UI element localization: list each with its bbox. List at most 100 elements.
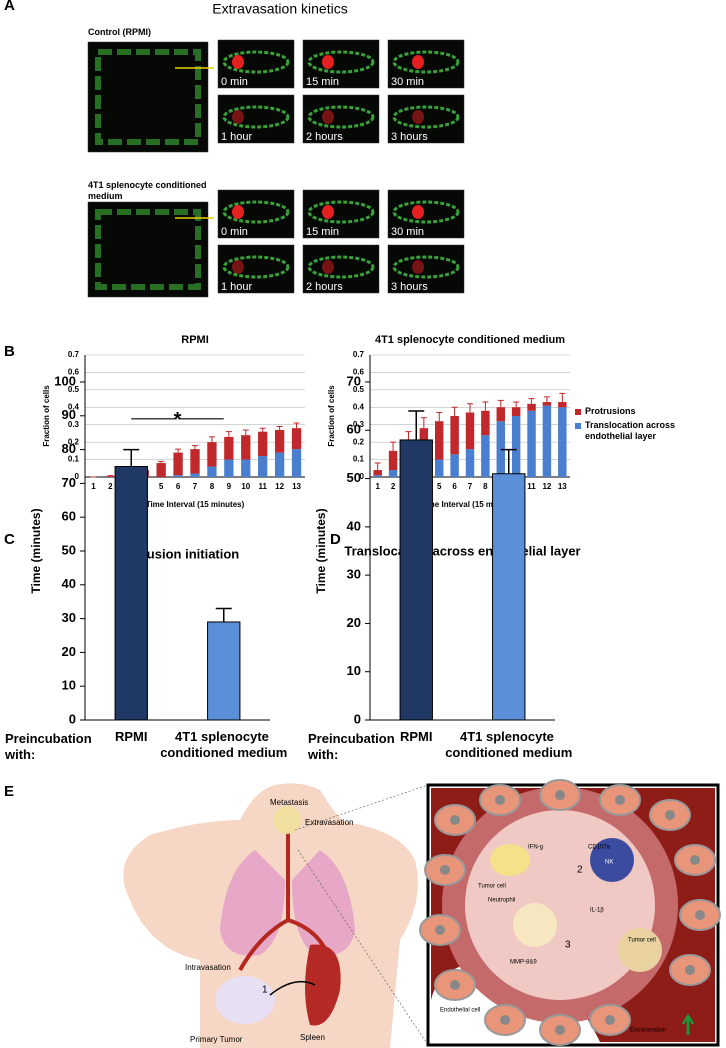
cell-nucleus: [615, 795, 625, 805]
y-tick-label: 0.4: [353, 402, 365, 411]
y-tick-label: 0.5: [353, 385, 365, 394]
bar-segment: [241, 435, 251, 460]
error-bar: [215, 607, 232, 622]
y-tick-label: 70: [62, 475, 76, 490]
bar-segment: [207, 466, 217, 477]
cell-layer: [307, 255, 375, 279]
bar-segment: [465, 412, 475, 450]
x-tick-label: 1: [375, 482, 380, 491]
frame-label: 1 hour: [221, 281, 253, 293]
legend-label: Protrusions: [585, 406, 636, 416]
time-frame: [302, 244, 380, 294]
bar-segment: [388, 470, 398, 477]
cell-nucleus: [450, 980, 460, 990]
time-frame: [217, 189, 295, 239]
cell-nucleus: [555, 1025, 565, 1035]
tumor-cell: [412, 55, 424, 69]
error-bar: [374, 462, 381, 471]
illustration-label: IL-1β: [590, 908, 604, 914]
bar-segment: [373, 470, 382, 476]
frame-label: 30 min: [391, 226, 424, 238]
time-frame: [302, 189, 380, 239]
tumor-cell: [322, 110, 334, 124]
error-bar: [500, 448, 517, 474]
frame-label: 0 min: [221, 226, 248, 238]
x-tick-label: 8: [483, 482, 488, 491]
bar-segment: [527, 403, 536, 411]
error-bar: [497, 399, 504, 408]
frame-label: 15 min: [306, 226, 339, 238]
bar-segment: [450, 416, 459, 455]
bar-segment: [291, 449, 302, 477]
y-tick-label: 0.7: [353, 350, 365, 359]
bar-segment: [481, 435, 490, 477]
legend-swatch: [575, 409, 581, 415]
bar-segment: [435, 459, 444, 477]
illustration-label: Tumor cell: [478, 884, 506, 890]
x-tick-label: 4T1 splenocyte conditioned medium: [445, 729, 572, 760]
bar-segment: [435, 421, 444, 460]
vessel-illustration: [426, 783, 720, 1047]
panel-label: C: [4, 531, 15, 548]
y-axis-label: Fraction of cells: [327, 385, 336, 447]
y-tick-label: 20: [62, 644, 76, 659]
time-frame: [302, 39, 380, 89]
x-tick-label: 5: [159, 482, 164, 491]
x-tick-label: RPMI: [400, 729, 433, 744]
chart-title: RPMI: [181, 334, 209, 346]
illustration-label: Spleen: [300, 1033, 325, 1042]
bar-segment: [465, 449, 475, 477]
bar: [492, 473, 526, 721]
illustration-label: Neutrophil: [488, 898, 515, 904]
tumor-cell: [322, 205, 334, 219]
error-bar: [528, 398, 535, 404]
error-bar: [208, 436, 215, 443]
illustration-label: Tumor cell: [628, 938, 656, 944]
network: [95, 209, 201, 290]
cell-layer: [222, 50, 290, 74]
bar-segment: [173, 452, 183, 476]
bar-segment: [450, 454, 459, 477]
cell-layer: [222, 200, 290, 224]
error-bar: [259, 427, 266, 432]
x-tick-label: 2: [108, 482, 113, 491]
y-axis-label: Time (minutes): [314, 508, 328, 593]
time-frame: [387, 244, 465, 294]
y-tick-label: 60: [62, 509, 76, 524]
cell-nucleus: [495, 795, 505, 805]
cell-layer: [307, 200, 375, 224]
microscopy-image: [87, 41, 209, 153]
panel-title: Extravasation kinetics: [212, 1, 347, 17]
bar-segment: [291, 428, 302, 450]
cell-layer: [307, 105, 375, 129]
y-tick-label: 30: [347, 567, 361, 582]
tumor-cell: [232, 260, 244, 274]
frame-label: 2 hours: [306, 131, 343, 143]
y-tick-label: 0.6: [68, 368, 80, 377]
x-tick-label: 13: [292, 482, 301, 491]
x-tick-label: 4T1 splenocyte conditioned medium: [160, 729, 287, 760]
cell-layer: [307, 50, 375, 74]
illustration-label: CD107a: [588, 845, 611, 851]
time-frame: [387, 94, 465, 144]
error-bar: [242, 429, 249, 436]
bar-segment: [241, 459, 251, 477]
x-axis-label: Preincubation with:: [4, 731, 95, 762]
cell-nucleus: [440, 865, 450, 875]
cell-layer: [222, 255, 290, 279]
time-frame: [217, 244, 295, 294]
cell-layer: [392, 50, 460, 74]
bar-segment: [190, 473, 200, 477]
cell-nucleus: [695, 910, 705, 920]
x-tick-label: 11: [258, 482, 267, 491]
illustration-label: Metastasis: [270, 798, 308, 807]
error-bar: [420, 417, 427, 429]
y-tick-label: 40: [62, 576, 76, 591]
bar-segment: [207, 442, 217, 467]
error-bar: [390, 441, 397, 451]
cell-nucleus: [690, 855, 700, 865]
tumor-cell: [322, 55, 334, 69]
y-tick-label: 70: [347, 373, 361, 388]
illustration-label: Extravasation: [305, 818, 353, 827]
